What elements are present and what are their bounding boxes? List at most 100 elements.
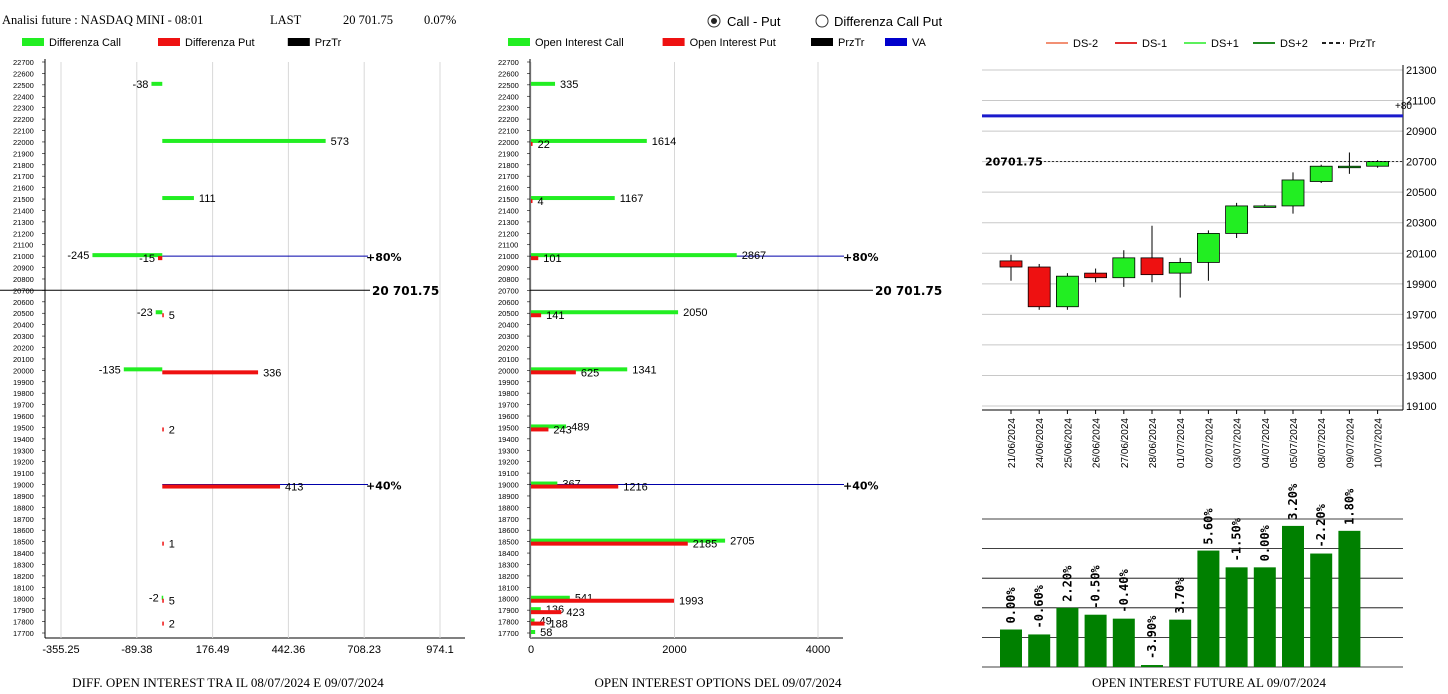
oi-bar [1169,619,1192,667]
legend-swatch [811,38,833,46]
strike-tick-label: 18700 [13,515,34,524]
strike-tick-label: 19400 [498,435,519,444]
bar-17800 [531,621,545,626]
chart-title: DIFF. OPEN INTEREST TRA IL 08/07/2024 E … [72,675,384,690]
bar-18500 [531,541,688,546]
strike-tick-label: 21300 [498,218,519,227]
bar-18000 [161,595,164,600]
strike-tick-label: 19300 [498,446,519,455]
strike-tick-label: 21500 [498,195,519,204]
oi-bar-label: -3.90% [1145,615,1159,659]
strike-tick-label: 18300 [498,560,519,569]
bar-19000 [162,484,281,489]
bar-22000 [531,141,533,146]
bar-label: 4 [538,196,544,208]
bar-18000 [531,598,674,603]
x-tick-label: 708.23 [347,644,381,656]
bar-label: -2 [149,593,159,605]
strike-tick-label: 18800 [13,503,34,512]
strike-tick-label: 21600 [498,184,519,193]
strike-tick-label: 18100 [13,583,34,592]
strike-tick-label: 21200 [13,229,34,238]
bar-label: 2 [169,424,175,436]
candle-body [1253,205,1277,208]
bar-label: -135 [99,364,121,376]
x-tick-label: 176.49 [196,644,230,656]
strike-tick-label: 17800 [13,618,34,627]
bar-label: 573 [331,136,349,148]
strike-tick-label: 17800 [498,618,519,627]
bar-label: -15 [139,253,155,265]
legend-label: DS+2 [1280,38,1308,50]
va-label: +80 [1395,101,1412,112]
strike-tick-label: 20700 [498,286,519,295]
strike-tick-label: 19000 [13,481,34,490]
bar-label: 1167 [620,193,644,205]
oi-bar [1028,634,1051,667]
strike-tick-label: 18000 [13,595,34,604]
bar-22500 [531,81,556,86]
strike-tick-label: 19100 [13,469,34,478]
bar-label: 188 [549,619,567,631]
legend-label: PrzTr [838,37,865,49]
oi-bar [1056,607,1079,667]
bar-17700 [531,630,536,634]
bar-label: 141 [546,310,564,322]
strike-tick-label: 22300 [498,104,519,113]
strike-tick-label: 19600 [13,412,34,421]
strike-tick-label: 18100 [498,583,519,592]
oi-bar-label: -0.60% [1032,584,1046,628]
bar-20500 [531,313,542,318]
strike-tick-label: 19800 [498,389,519,398]
pct-label: +80% [843,251,879,264]
y-tick-label: 20500 [1406,187,1437,199]
legend-label: Differenza Call [49,37,121,49]
strike-tick-label: 20200 [13,344,34,353]
date-tick-label: 28/06/2024 [1148,418,1159,468]
strike-tick-label: 22500 [498,81,519,90]
radio-differenza-label: Differenza Call Put [834,14,943,29]
strike-tick-label: 17900 [498,606,519,615]
pct-label: +40% [843,480,879,493]
date-tick-label: 21/06/2024 [1007,418,1018,468]
bar-label: 336 [263,367,281,379]
bar-21000 [531,256,539,261]
strike-tick-label: 21400 [13,206,34,215]
strike-tick-label: 22600 [13,69,34,78]
strike-tick-label: 21900 [498,149,519,158]
price-line-label: 20 701.75 [372,284,439,298]
strike-tick-label: 19600 [498,412,519,421]
strike-tick-label: 22400 [13,92,34,101]
strike-tick-label: 20100 [13,355,34,364]
radio-call-put[interactable]: Call - Put [707,14,781,29]
candle-body [1168,262,1192,274]
radio-differenza[interactable]: Differenza Call Put [815,14,943,29]
date-tick-label: 05/07/2024 [1289,418,1300,468]
last-label: LAST [270,13,302,27]
strike-tick-label: 18300 [13,560,34,569]
oi-bar-label: 3.20% [1286,483,1300,520]
strike-tick-label: 21800 [13,161,34,170]
strike-tick-label: 22000 [498,138,519,147]
diff-oi-chart: Differenza Call Differenza Put PrzTr 22700 2… [0,37,465,690]
strike-tick-label: 20900 [13,264,34,273]
bar-17900 [531,610,562,615]
strike-tick-label: 17700 [13,629,34,638]
oi-bar [1197,550,1220,667]
legend-label: Open Interest Call [535,37,624,49]
candle-body [1084,272,1107,279]
bar-18500 [531,538,726,543]
x-tick-label: 0 [528,644,534,656]
price-line-label: 20701.75 [985,155,1043,168]
bar-19500 [531,424,567,429]
x-tick-label: 442.36 [272,644,306,656]
oi-bar [1310,553,1333,667]
bar-17900 [531,607,541,612]
candle-body [1140,257,1164,276]
strike-tick-label: 18400 [13,549,34,558]
y-tick-label: 19700 [1406,309,1437,321]
strike-tick-label: 18200 [13,572,34,581]
strike-tick-label: 21600 [13,184,34,193]
x-tick-label: 2000 [662,644,686,656]
bar-19500 [531,427,549,432]
